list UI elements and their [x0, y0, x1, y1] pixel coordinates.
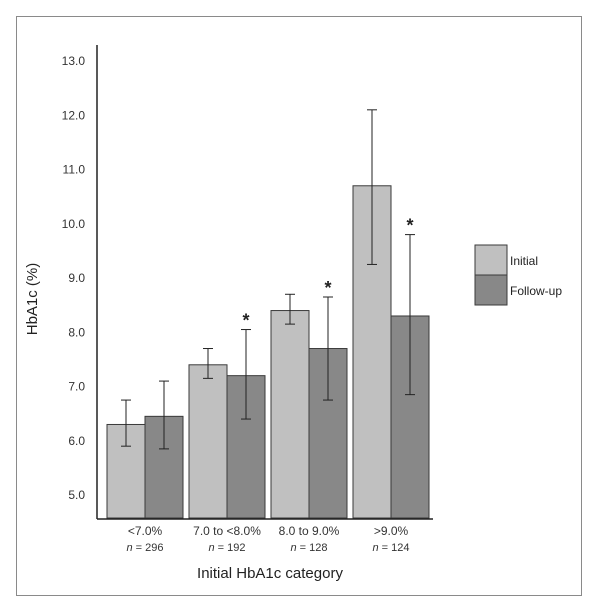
n-label: n = 124 [372, 542, 409, 554]
y-tick-label: 12.0 [62, 108, 86, 122]
n-value: = 296 [136, 542, 164, 554]
y-axis-title: HbA1c (%) [24, 263, 41, 336]
y-tick-label: 6.0 [68, 434, 85, 448]
bar-initial-1 [188, 364, 228, 519]
significance-marker: * [242, 311, 249, 331]
bar-chart: 5.0 6.0 7.0 8.0 9.0 10.0 11.0 12.0 13.0 * * * <7.0… [24, 45, 562, 582]
bar-initial-3 [352, 185, 392, 519]
n-symbol: n [208, 542, 217, 554]
y-tick-label: 5.0 [68, 488, 85, 502]
n-value: = 124 [382, 542, 410, 554]
legend: Initial Follow-up [474, 244, 562, 306]
y-tick-label: 7.0 [68, 380, 85, 394]
chart-frame: 5.0 6.0 7.0 8.0 9.0 10.0 11.0 12.0 13.0 * * * <7.0… [16, 16, 582, 596]
n-label: n = 296 [126, 542, 163, 554]
y-tick-label: 9.0 [68, 271, 85, 285]
y-tick-label: 13.0 [62, 54, 86, 68]
y-tick-label: 8.0 [68, 325, 85, 339]
x-tick-label: 8.0 to 9.0% [279, 524, 340, 538]
x-axis-title: Initial HbA1c category [197, 565, 343, 582]
significance-marker: * [324, 278, 331, 298]
y-tick-label: 10.0 [62, 217, 86, 231]
legend-swatch-follow-up [474, 274, 508, 306]
x-tick-label: >9.0% [374, 524, 409, 538]
n-value: = 192 [218, 542, 246, 554]
bar-initial-2 [270, 310, 310, 519]
legend-swatch-initial [474, 244, 508, 276]
y-tick-label: 11.0 [63, 163, 86, 177]
x-tick-label: 7.0 to <8.0% [193, 524, 261, 538]
x-tick-label: <7.0% [128, 524, 163, 538]
n-label: n = 192 [208, 542, 245, 554]
n-symbol: n [290, 542, 299, 554]
n-value: = 128 [300, 542, 328, 554]
legend-label: Follow-up [510, 284, 562, 298]
legend-label: Initial [510, 254, 538, 268]
n-symbol: n [126, 542, 135, 554]
significance-marker: * [406, 216, 413, 236]
n-symbol: n [372, 542, 381, 554]
n-label: n = 128 [290, 542, 327, 554]
